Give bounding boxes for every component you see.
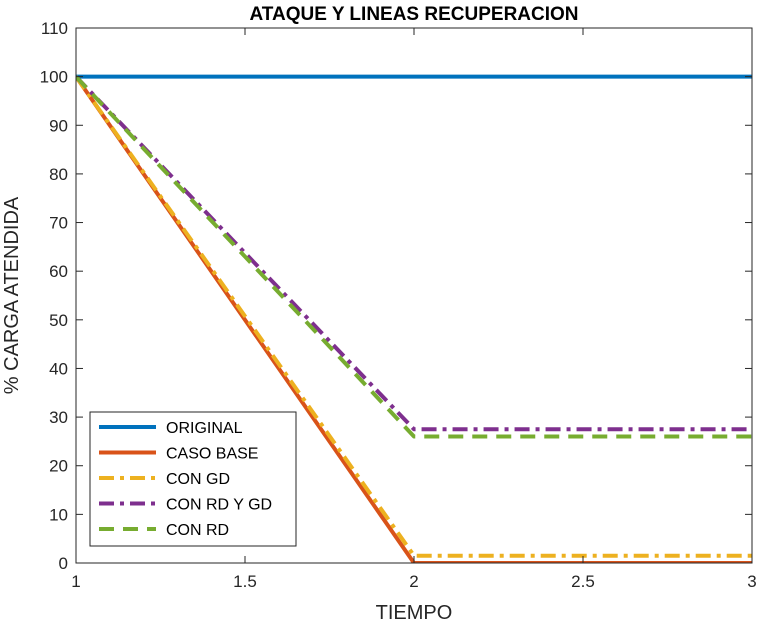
y-tick-label: 10 bbox=[49, 505, 68, 524]
series-line-5 bbox=[76, 75, 752, 439]
x-tick-label: 3 bbox=[747, 572, 756, 591]
legend: ORIGINAL CASO BASE CON GD CON RD Y GD CON RD bbox=[89, 411, 297, 547]
y-tick-label: 100 bbox=[40, 68, 68, 87]
x-axis-label: TIEMPO bbox=[376, 602, 453, 624]
y-tick-label: 80 bbox=[49, 165, 68, 184]
y-axis-label: % CARGA ATENDIDA bbox=[1, 196, 23, 394]
legend-label: ORIGINAL bbox=[166, 420, 243, 437]
series-layer bbox=[76, 74, 752, 563]
legend-label: CON GD bbox=[166, 471, 230, 488]
x-tick-label: 2 bbox=[409, 572, 418, 591]
y-tick-label: 110 bbox=[41, 19, 68, 38]
legend-label: CASO BASE bbox=[166, 446, 258, 463]
legend-box bbox=[89, 411, 297, 547]
chart-title: ATAQUE Y LINEAS RECUPERACION bbox=[249, 4, 578, 25]
legend-label: CON RD bbox=[166, 522, 229, 539]
series-line-4 bbox=[76, 75, 752, 432]
x-tick-label: 2.5 bbox=[571, 572, 595, 591]
y-tick-label: 30 bbox=[49, 408, 68, 427]
legend-label: CON RD Y GD bbox=[166, 497, 272, 514]
y-tick-label: 40 bbox=[49, 359, 68, 378]
y-tick-label: 0 bbox=[59, 554, 68, 573]
y-tick-label: 70 bbox=[49, 214, 68, 233]
x-tick-label: 1.5 bbox=[233, 572, 257, 591]
series-line-3 bbox=[76, 75, 752, 558]
x-tick-label: 1 bbox=[71, 572, 80, 591]
y-tick-label: 60 bbox=[49, 262, 68, 281]
y-tick-label: 20 bbox=[49, 457, 68, 476]
y-tick-label: 50 bbox=[49, 311, 68, 330]
y-tick-label: 90 bbox=[49, 116, 68, 135]
